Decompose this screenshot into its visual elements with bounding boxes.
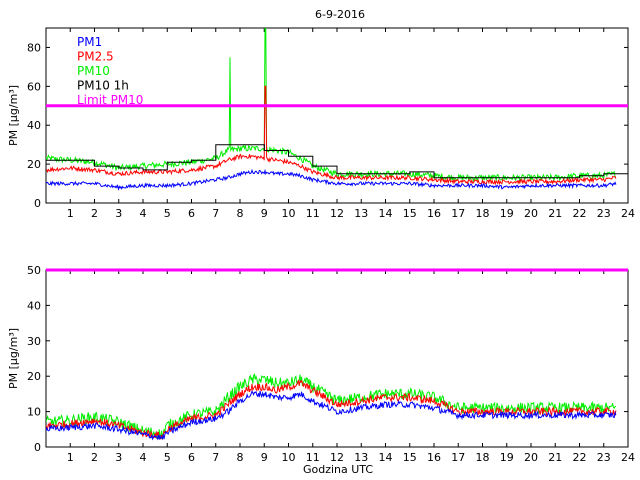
plot-area xyxy=(46,28,628,191)
x-tick-label: 17 xyxy=(451,451,465,464)
x-tick-label: 18 xyxy=(476,451,490,464)
x-tick-label: 9 xyxy=(261,451,268,464)
y-axis-label: PM [µg/m³] xyxy=(7,85,20,146)
x-tick-label: 1 xyxy=(67,451,74,464)
y-tick-label: 30 xyxy=(27,335,41,348)
x-tick-label: 16 xyxy=(427,451,441,464)
y-tick-label: 10 xyxy=(27,406,41,419)
x-tick-label: 23 xyxy=(597,207,611,220)
plot-frame xyxy=(45,269,629,448)
x-tick-label: 23 xyxy=(597,451,611,464)
x-tick-label: 9 xyxy=(261,207,268,220)
series-pm10-line xyxy=(46,373,617,440)
y-tick-label: 80 xyxy=(27,41,41,54)
x-tick-label: 2 xyxy=(91,207,98,220)
legend-entry: PM10 xyxy=(77,64,110,78)
x-tick-label: 17 xyxy=(451,207,465,220)
y-tick-label: 40 xyxy=(27,119,41,132)
y-tick-label: 20 xyxy=(27,158,41,171)
x-tick-label: 21 xyxy=(548,451,562,464)
x-tick-label: 4 xyxy=(140,451,147,464)
legend-entry: Limit PM10 xyxy=(77,93,143,107)
legend-entry: PM2.5 xyxy=(77,50,114,64)
x-tick-label: 21 xyxy=(548,207,562,220)
y-tick-label: 60 xyxy=(27,80,41,93)
x-tick-label: 22 xyxy=(573,207,587,220)
legend-entry: PM1 xyxy=(77,35,102,49)
x-tick-label: 22 xyxy=(573,451,587,464)
series-pm1-line xyxy=(46,389,617,441)
x-tick-label: 1 xyxy=(67,207,74,220)
series-pm1-line xyxy=(46,168,617,191)
y-axis-label: PM [µg/m³] xyxy=(7,328,20,389)
x-tick-label: 5 xyxy=(164,207,171,220)
series-pm10-line xyxy=(46,28,616,183)
y-tick-label: 20 xyxy=(27,370,41,383)
x-tick-label: 20 xyxy=(524,451,538,464)
x-tick-label: 12 xyxy=(330,207,344,220)
x-tick-label: 13 xyxy=(354,207,368,220)
x-tick-label: 10 xyxy=(282,207,296,220)
x-tick-label: 15 xyxy=(403,207,417,220)
y-tick-label: 0 xyxy=(34,197,41,210)
x-tick-label: 16 xyxy=(427,207,441,220)
x-tick-label: 14 xyxy=(379,451,393,464)
x-tick-label: 14 xyxy=(379,207,393,220)
x-tick-label: 8 xyxy=(237,451,244,464)
y-tick-label: 50 xyxy=(27,264,41,277)
x-tick-label: 10 xyxy=(282,451,296,464)
x-tick-label: 5 xyxy=(164,451,171,464)
x-tick-label: 20 xyxy=(524,207,538,220)
x-tick-label: 3 xyxy=(115,451,122,464)
x-axis-label: Godzina UTC xyxy=(303,463,373,476)
legend-entry: PM10 1h xyxy=(77,79,129,93)
x-tick-label: 19 xyxy=(500,207,514,220)
series-pm2-5-line xyxy=(46,379,617,440)
x-tick-label: 11 xyxy=(306,451,320,464)
x-tick-label: 8 xyxy=(237,207,244,220)
y-tick-label: 40 xyxy=(27,299,41,312)
x-tick-label: 12 xyxy=(330,451,344,464)
series-pm2-5-line xyxy=(46,85,617,186)
x-tick-label: 2 xyxy=(91,451,98,464)
x-tick-label: 6 xyxy=(188,451,195,464)
plot-area xyxy=(46,373,617,441)
x-tick-label: 19 xyxy=(500,451,514,464)
x-tick-label: 24 xyxy=(621,207,635,220)
y-tick-label: 0 xyxy=(34,441,41,454)
series-pm10-1h-step-line xyxy=(46,144,628,179)
x-tick-label: 3 xyxy=(115,207,122,220)
x-tick-label: 15 xyxy=(403,451,417,464)
x-tick-label: 6 xyxy=(188,207,195,220)
chart-title: 6-9-2016 xyxy=(315,8,365,21)
x-tick-label: 18 xyxy=(476,207,490,220)
x-tick-label: 24 xyxy=(621,451,635,464)
x-tick-label: 13 xyxy=(354,451,368,464)
x-tick-label: 4 xyxy=(140,207,147,220)
x-tick-label: 7 xyxy=(212,451,219,464)
x-tick-label: 11 xyxy=(306,207,320,220)
x-tick-label: 7 xyxy=(212,207,219,220)
